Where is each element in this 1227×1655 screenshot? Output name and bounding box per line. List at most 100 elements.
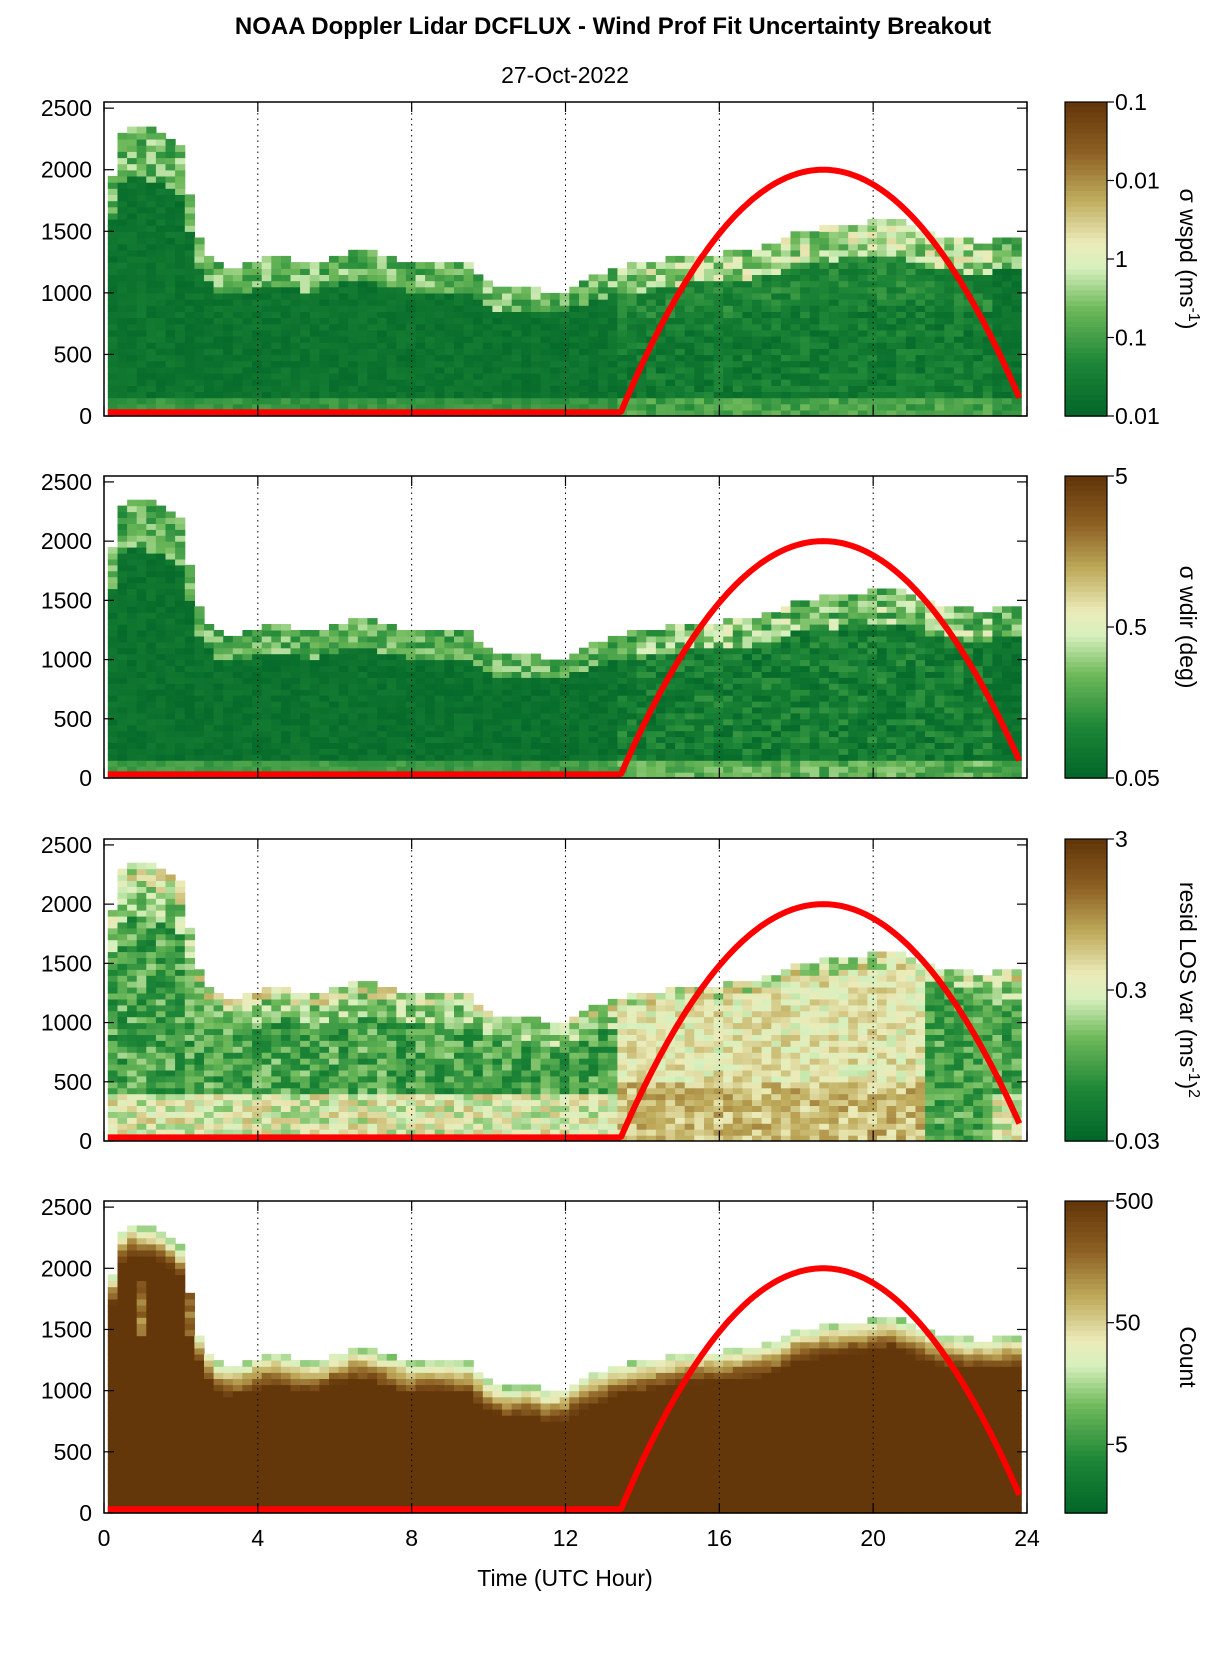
heatmap-cell: [790, 397, 801, 405]
heatmap-cell: [280, 391, 292, 399]
heatmap-cell: [559, 360, 570, 368]
heatmap-cell: [828, 630, 840, 637]
heatmap-cell: [184, 683, 195, 690]
heatmap-cell: [463, 323, 474, 331]
heatmap-cell: [502, 742, 513, 749]
heatmap-cell: [742, 262, 753, 269]
heatmap-cell: [146, 695, 157, 702]
heatmap-cell: [944, 329, 955, 337]
heatmap-cell: [530, 391, 542, 399]
heatmap-cell: [194, 280, 205, 288]
heatmap-cell: [790, 701, 801, 708]
heatmap-cell: [271, 262, 282, 269]
heatmap-cell: [992, 249, 1003, 257]
heatmap-cell: [771, 695, 782, 702]
heatmap-cell: [694, 299, 705, 306]
heatmap-cell: [761, 665, 772, 672]
heatmap-cell: [694, 766, 705, 773]
heatmap-cell: [213, 748, 224, 755]
heatmap-cell: [982, 409, 993, 417]
heatmap-cell: [444, 671, 455, 678]
heatmap-cell: [809, 379, 820, 386]
heatmap-cell: [444, 360, 455, 368]
heatmap-cell: [377, 677, 388, 684]
heatmap-cell: [280, 342, 292, 349]
heatmap-cell: [213, 403, 224, 411]
heatmap-cell: [867, 286, 878, 294]
heatmap-cell: [790, 665, 801, 672]
heatmap-cell: [184, 280, 195, 288]
heatmap-cell: [588, 403, 599, 411]
heatmap-cell: [780, 243, 792, 251]
heatmap-cell: [377, 268, 388, 275]
heatmap-cell: [684, 677, 695, 684]
heatmap-cell: [828, 317, 840, 325]
heatmap-cell: [127, 317, 138, 325]
heatmap-cell: [165, 730, 176, 738]
heatmap-cell: [107, 641, 118, 649]
heatmap-cell: [463, 724, 474, 732]
heatmap-cell: [675, 683, 686, 690]
heatmap-cell: [425, 286, 436, 294]
heatmap-cell: [492, 366, 503, 374]
heatmap-cell: [386, 299, 397, 306]
heatmap-cell: [713, 730, 724, 738]
heatmap-cell: [771, 730, 782, 738]
heatmap-cell: [492, 701, 503, 708]
heatmap-cell: [232, 280, 243, 288]
heatmap-cell: [896, 397, 907, 405]
heatmap-cell: [454, 712, 465, 720]
heatmap-cell: [953, 305, 965, 312]
heatmap-cell: [357, 397, 368, 405]
heatmap-cell: [252, 760, 263, 767]
heatmap-cell: [127, 689, 138, 696]
heatmap-cell: [934, 323, 945, 331]
heatmap-cell: [819, 736, 830, 743]
heatmap-cell: [877, 379, 888, 386]
colorbar-segment: [1065, 342, 1107, 349]
heatmap-cell: [175, 712, 186, 720]
heatmap-cell: [117, 736, 128, 743]
heatmap-cell: [482, 305, 493, 312]
heatmap-cell: [1002, 323, 1013, 331]
heatmap-cell: [367, 342, 378, 349]
heatmap-cell: [329, 754, 340, 761]
heatmap-cell: [579, 671, 590, 678]
heatmap-cell: [877, 305, 888, 312]
heatmap-cell: [646, 641, 657, 649]
heatmap-cell: [232, 647, 243, 655]
heatmap-cell: [463, 391, 474, 399]
heatmap-cell: [155, 511, 167, 518]
heatmap-cell: [107, 736, 118, 743]
heatmap-cell: [559, 742, 570, 749]
heatmap-cell: [800, 274, 811, 282]
heatmap-cell: [309, 292, 320, 300]
heatmap-cell: [271, 299, 282, 306]
colorbar-segment: [1065, 279, 1107, 286]
heatmap-cell: [165, 760, 176, 767]
heatmap-cell: [223, 659, 234, 667]
heatmap-cell: [530, 701, 542, 708]
heatmap-cell: [665, 730, 676, 738]
heatmap-cell: [405, 299, 417, 306]
heatmap-cell: [550, 311, 561, 319]
heatmap-cell: [790, 606, 801, 613]
heatmap-cell: [348, 624, 359, 631]
heatmap-cell: [223, 641, 234, 649]
heatmap-cell: [944, 336, 955, 343]
heatmap-cell: [213, 724, 224, 732]
heatmap-cell: [425, 701, 436, 708]
heatmap-cell: [800, 659, 811, 667]
heatmap-cell: [396, 342, 407, 349]
heatmap-cell: [329, 730, 340, 738]
heatmap-cell: [175, 145, 186, 152]
heatmap-cell: [925, 379, 936, 386]
heatmap-cell: [127, 200, 138, 208]
heatmap-cell: [213, 701, 224, 708]
heatmap-cell: [165, 169, 176, 177]
heatmap-cell: [377, 255, 388, 263]
heatmap-cell: [367, 268, 378, 275]
heatmap-cell: [165, 286, 176, 294]
heatmap-cell: [232, 635, 243, 643]
heatmap-cell: [444, 286, 455, 294]
